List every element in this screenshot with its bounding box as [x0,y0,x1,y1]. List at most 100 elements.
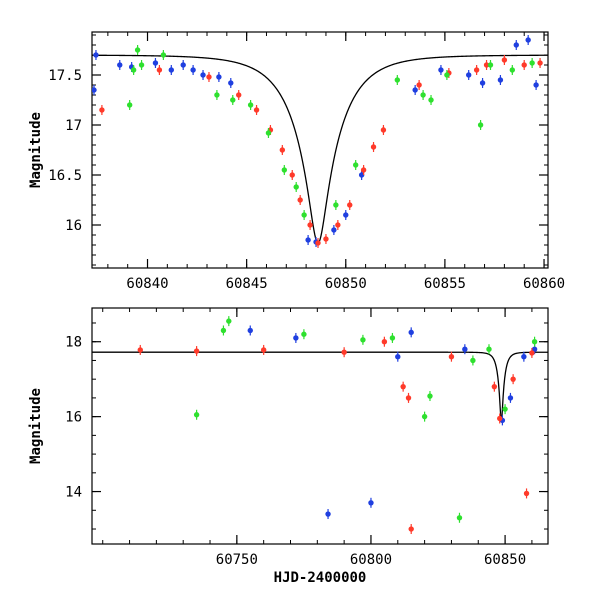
data-point [389,335,396,341]
x-tick-label: 60845 [226,276,268,292]
data-point [92,87,97,93]
data-point [477,122,484,128]
data-point [341,349,347,355]
data-point [93,52,99,58]
data-point [214,92,220,98]
data-point [323,236,329,242]
data-point [531,346,538,352]
data-point [333,202,339,208]
data-point [305,237,311,243]
bottom-panel: 60750 60800 60850 14 16 18 Magnitude HJD-240000… [28,307,549,586]
data-point [297,197,303,203]
data-point [293,335,299,341]
data-point [408,329,414,336]
x-tick-label: 60850 [484,552,526,568]
x-axis-label: HJD-2400000 [274,570,367,586]
data-point [537,60,543,66]
data-point [380,127,387,133]
data-point [456,515,463,521]
y-tick-label: 17 [65,118,82,134]
y-tick-label: 17.5 [48,68,82,84]
data-point [509,67,516,73]
data-point [486,346,492,352]
data-point [521,353,527,360]
data-point [438,67,444,73]
data-point [521,62,527,68]
data-point [190,67,196,73]
data-point [193,412,200,418]
data-point [368,500,374,506]
data-point [228,80,234,86]
y-tick-label: 16.5 [48,168,82,184]
y-tick-label: 14 [65,485,82,501]
data-point [513,42,519,48]
data-point [502,406,508,412]
data-point [200,72,206,78]
data-point [501,57,508,63]
data-point [405,395,412,401]
data-point [533,82,539,88]
data-point [160,52,167,58]
data-point [180,62,186,68]
data-point [428,97,434,103]
data-point [99,107,105,113]
data-point [265,130,272,136]
data-point [448,353,455,360]
data-point [156,67,163,73]
y-axis-label: Magnitude [28,112,44,188]
data-point [352,162,359,168]
plot-area [92,35,548,248]
y-tick-label: 16 [65,410,82,426]
data-point [510,376,516,382]
data-point [193,348,200,354]
data-point [487,62,494,68]
data-point [421,413,428,420]
data-point [335,222,341,228]
data-point [483,62,490,68]
data-point [479,80,486,86]
data-point [347,202,353,208]
data-point [465,72,472,78]
x-tick-label: 60840 [126,276,168,292]
data-point [381,339,388,345]
plot-frame [91,307,549,545]
data-point [168,67,175,73]
data-point [293,184,299,190]
data-point [206,74,212,80]
data-point [497,415,503,422]
data-point [394,77,401,83]
model-curve [92,351,548,422]
data-point [226,318,232,324]
data-point [395,353,401,360]
data-point [130,67,137,73]
data-point [529,350,535,356]
data-point [470,357,476,364]
data-point [420,92,426,98]
data-point [152,60,159,66]
data-point [427,393,433,399]
data-point [279,147,286,153]
data-point [497,77,504,83]
data-point [343,212,349,218]
data-point [331,227,337,233]
data-point [412,87,418,93]
plot-area [92,316,548,535]
data-point [307,222,313,228]
data-point [462,346,468,352]
model-curve [92,54,548,244]
data-point [507,395,514,401]
data-point [416,82,422,88]
x-tick-label: 60855 [424,276,466,292]
data-point [360,337,366,343]
data-point [408,526,414,532]
data-point [529,60,535,66]
data-point [216,74,222,80]
data-point [247,327,253,334]
x-tick-label: 60800 [350,552,392,568]
plot-frame [91,31,549,269]
y-tick-label: 18 [65,335,82,351]
data-point [260,347,267,353]
data-point [301,331,307,337]
y-tick-label: 16 [65,218,82,234]
